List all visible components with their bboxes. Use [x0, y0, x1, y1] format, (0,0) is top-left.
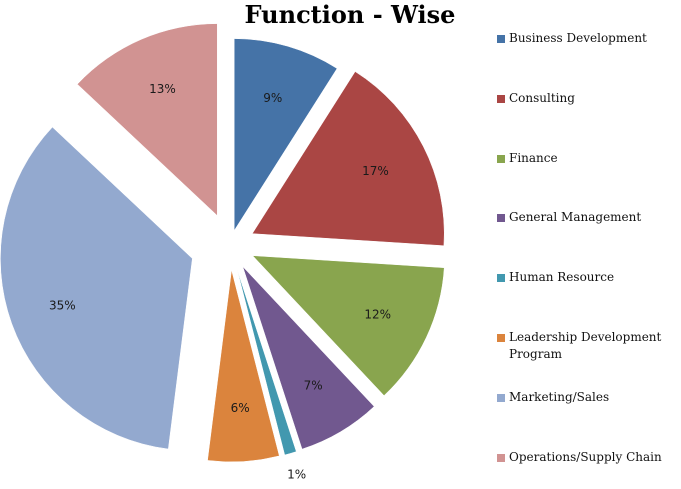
legend-swatch	[497, 274, 505, 283]
pie-data-labels: 9% 17% 12% 7% 1% 6% 35% 13%	[49, 82, 391, 482]
legend-swatch	[497, 393, 505, 402]
legend-label: Leadership Development Program	[509, 330, 662, 361]
pie-slice-operations-supply-chain	[76, 23, 218, 217]
pie-slice-finance	[252, 255, 445, 396]
legend-swatch	[497, 214, 505, 223]
pie-slice-general-management	[242, 266, 375, 450]
legend-swatch	[497, 334, 505, 342]
legend-label: Finance	[509, 150, 558, 165]
legend-item-operations-supply-chain: Operations/Supply Chain	[497, 449, 681, 466]
legend-label: Marketing/Sales	[509, 389, 610, 404]
legend-label: Operations/Supply Chain	[509, 449, 662, 464]
data-label-general-management: 7%	[304, 379, 323, 393]
chart-title: Function - Wise	[244, 0, 456, 29]
pie-slice-leadership-development-program	[207, 269, 280, 463]
data-label-human-resource: 1%	[287, 468, 306, 482]
legend-swatch	[497, 35, 505, 43]
legend-label: Business Development	[509, 31, 647, 45]
data-label-finance: 12%	[364, 308, 391, 322]
chart-legend: Business Development Consulting Finance Gen…	[497, 30, 681, 475]
legend-item-general-management: General Management	[497, 209, 681, 226]
legend-item-business-development: Business Development	[497, 30, 681, 47]
legend-swatch	[497, 154, 505, 163]
pie-slice-human-resource	[236, 268, 297, 456]
pie-slices	[0, 23, 445, 463]
legend-swatch	[497, 453, 505, 462]
legend-item-consulting: Consulting	[497, 90, 681, 107]
pie-slice-business-development	[233, 38, 338, 232]
legend-swatch	[497, 94, 505, 103]
legend-label: General Management	[509, 210, 642, 225]
pie-slice-marketing-sales	[0, 126, 193, 450]
data-label-leadership-development-program: 6%	[231, 401, 250, 415]
legend-item-marketing-sales: Marketing/Sales	[497, 389, 681, 406]
data-label-consulting: 17%	[362, 164, 389, 178]
legend-label: Human Resource	[509, 270, 615, 285]
legend-label: Consulting	[509, 90, 575, 105]
legend-item-leadership-development-program: Leadership Development Program	[497, 329, 681, 363]
pie-slice-consulting	[251, 71, 445, 246]
legend-item-finance: Finance	[497, 150, 681, 167]
data-label-business-development: 9%	[263, 91, 282, 105]
legend-item-human-resource: Human Resource	[497, 269, 681, 286]
data-label-marketing-sales: 35%	[49, 298, 76, 312]
data-label-operations-supply-chain: 13%	[149, 82, 176, 96]
